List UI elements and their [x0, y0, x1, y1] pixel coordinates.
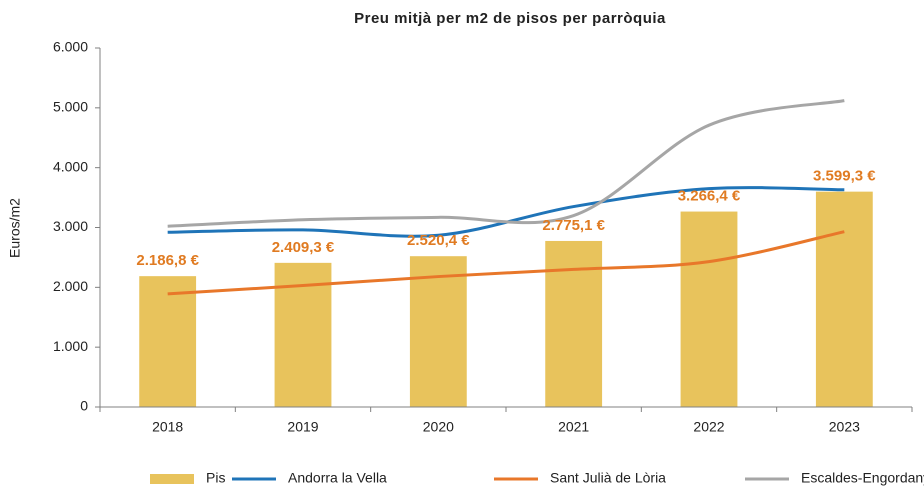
value-label: 2.186,8 € — [136, 252, 199, 269]
legend-label: Sant Julià de Lòria — [550, 470, 666, 486]
bar — [680, 211, 738, 407]
x-tick-label: 2018 — [152, 419, 183, 435]
value-label: 2.775,1 € — [542, 217, 605, 234]
line — [167, 230, 845, 296]
y-tick-label: 2.000 — [53, 278, 88, 294]
y-tick-label: 6.000 — [53, 39, 88, 55]
y-tick-label: 3.000 — [53, 218, 88, 234]
x-tick-label: 2023 — [829, 419, 860, 435]
bar — [545, 240, 603, 407]
chart-title: Preu mitjà per m2 de pisos per parròquia — [354, 10, 666, 27]
y-tick-label: 1.000 — [53, 338, 88, 354]
x-tick-label: 2022 — [693, 419, 724, 435]
y-tick-label: 5.000 — [53, 99, 88, 115]
bar — [139, 276, 197, 407]
value-label: 3.266,4 € — [678, 188, 741, 205]
x-tick-label: 2019 — [287, 419, 318, 435]
x-tick-label: 2021 — [558, 419, 589, 435]
y-tick-label: 0 — [80, 398, 88, 414]
legend-label: Pis — [206, 470, 225, 486]
value-label: 3.599,3 € — [813, 168, 876, 185]
legend-label: Andorra la Vella — [288, 470, 387, 486]
legend-label: Escaldes-Engordany — [801, 470, 924, 486]
x-tick-label: 2020 — [423, 419, 454, 435]
value-label: 2.520,4 € — [407, 232, 470, 249]
bar — [409, 256, 467, 407]
y-axis-label: Euros/m2 — [7, 198, 23, 258]
legend-swatch — [150, 474, 194, 484]
line — [167, 99, 845, 228]
bar — [815, 191, 873, 407]
y-tick-label: 4.000 — [53, 158, 88, 174]
line — [167, 186, 845, 238]
value-label: 2.409,3 € — [272, 239, 335, 256]
